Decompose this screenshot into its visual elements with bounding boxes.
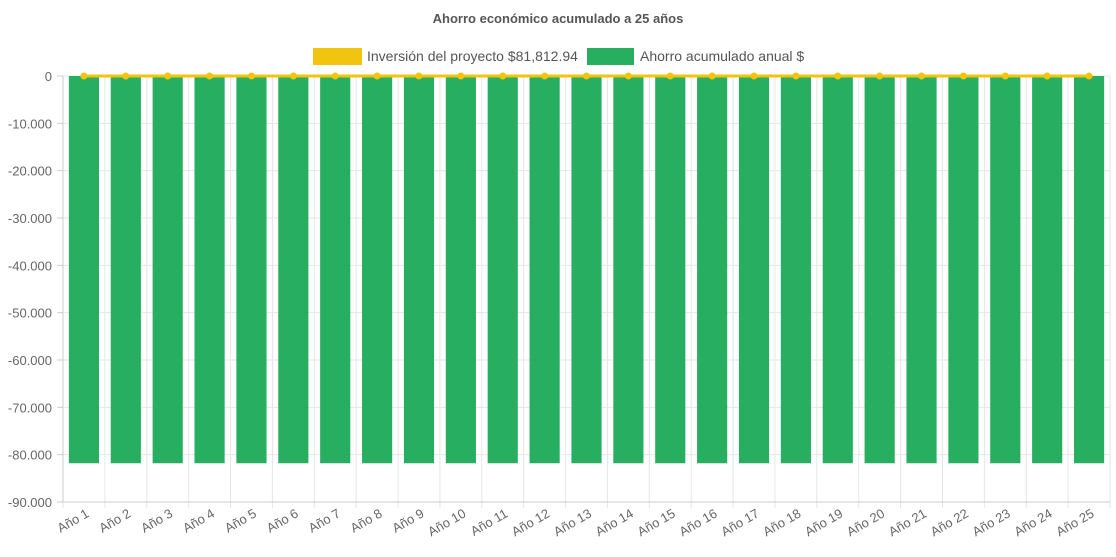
line-point[interactable] [541,72,549,80]
bar[interactable] [445,76,476,464]
line-point[interactable] [624,72,632,80]
x-tick-label: Año 13 [551,506,594,540]
y-tick-label: -40.000 [8,258,52,273]
x-tick-label: Año 4 [180,506,217,536]
bar[interactable] [738,76,770,464]
x-tick-label: Año 20 [844,506,887,540]
x-tick-label: Año 10 [425,506,468,540]
bar[interactable] [613,76,644,464]
bar-series [68,76,1105,464]
bar[interactable] [948,76,979,464]
line-point[interactable] [499,72,507,80]
line-point[interactable] [666,72,674,80]
x-tick-label: Año 22 [928,506,971,540]
bar[interactable] [1032,76,1063,464]
line-point[interactable] [959,72,967,80]
bar[interactable] [68,76,100,464]
chart-title: Ahorro económico acumulado a 25 años [433,11,684,26]
line-point[interactable] [80,72,88,80]
bar[interactable] [110,76,141,464]
x-tick-label: Año 19 [802,506,845,540]
line-point[interactable] [1001,72,1009,80]
legend-label-savings: Ahorro acumulado anual $ [640,48,804,64]
y-tick-label: -30.000 [8,211,52,226]
x-tick-label: Año 5 [222,506,259,536]
line-point[interactable] [122,72,130,80]
bar[interactable] [403,76,435,464]
y-tick-label: -70.000 [8,400,52,415]
x-tick-label: Año 1 [55,506,92,536]
y-tick-label: 0 [45,69,52,84]
x-tick-label: Año 7 [306,506,343,536]
y-tick-label: -90.000 [8,495,52,510]
bar[interactable] [236,76,267,464]
legend-item-savings[interactable]: Ahorro acumulado anual $ [587,48,804,65]
y-tick-label: -60.000 [8,353,52,368]
x-tick-label: Año 25 [1053,506,1096,540]
y-tick-label: -50.000 [8,306,52,321]
line-point[interactable] [415,72,423,80]
bar[interactable] [194,76,225,464]
legend: Inversión del proyecto $81,812.94 Ahorro… [313,48,804,65]
line-point[interactable] [1043,72,1051,80]
x-tick-label: Año 18 [760,506,803,540]
line-point[interactable] [834,72,842,80]
bar[interactable] [780,76,811,464]
y-axis: 0 -10.000 -20.000 -30.000 -40.000 -50.000 -60.… [8,69,64,510]
line-point[interactable] [164,72,172,80]
x-tick-label: Año 3 [138,506,175,536]
line-point[interactable] [750,72,758,80]
line-point[interactable] [457,72,465,80]
x-tick-label: Año 17 [718,506,761,540]
x-axis: Año 1 Año 2 Año 3 Año 4 Año 5 Año 6 Año 7 Año 8… [55,501,1110,540]
line-point[interactable] [792,72,800,80]
bar[interactable] [278,76,309,464]
x-tick-label: Año 14 [593,506,636,540]
line-point[interactable] [918,72,926,80]
y-tick-label: -20.000 [8,164,52,179]
x-tick-label: Año 23 [970,506,1013,540]
bar[interactable] [487,76,518,464]
legend-swatch-investment [313,48,362,65]
line-point[interactable] [876,72,884,80]
x-tick-label: Año 21 [886,506,929,540]
bar[interactable] [320,76,351,464]
x-tick-label: Año 11 [468,506,510,539]
line-point[interactable] [206,72,214,80]
x-tick-label: Año 15 [635,506,678,540]
bar[interactable] [864,76,895,464]
bar[interactable] [990,76,1021,464]
line-point[interactable] [331,72,339,80]
bar[interactable] [362,76,393,464]
bar[interactable] [655,76,686,464]
line-point[interactable] [289,72,297,80]
x-tick-label: Año 24 [1011,506,1054,540]
legend-swatch-savings [587,48,634,65]
legend-item-investment[interactable]: Inversión del proyecto $81,812.94 [313,48,578,65]
bar[interactable] [906,76,937,464]
bar[interactable] [571,76,602,464]
x-tick-label: Año 12 [509,506,552,540]
bar[interactable] [529,76,560,464]
x-tick-label: Año 8 [348,506,385,536]
line-point[interactable] [708,72,716,80]
x-tick-label: Año 16 [676,506,719,540]
legend-label-investment: Inversión del proyecto $81,812.94 [367,48,578,64]
x-tick-label: Año 6 [264,506,301,536]
line-point[interactable] [1085,72,1093,80]
x-tick-label: Año 2 [96,506,133,536]
line-point[interactable] [247,72,255,80]
line-series [80,72,1093,80]
y-tick-label: -80.000 [8,448,52,463]
line-point[interactable] [373,72,381,80]
bar[interactable] [822,76,853,464]
bar[interactable] [1073,76,1105,464]
x-tick-label: Año 9 [390,506,427,536]
bar[interactable] [697,76,728,464]
bar[interactable] [152,76,183,464]
line-point[interactable] [583,72,590,80]
y-tick-label: -10.000 [8,116,52,131]
